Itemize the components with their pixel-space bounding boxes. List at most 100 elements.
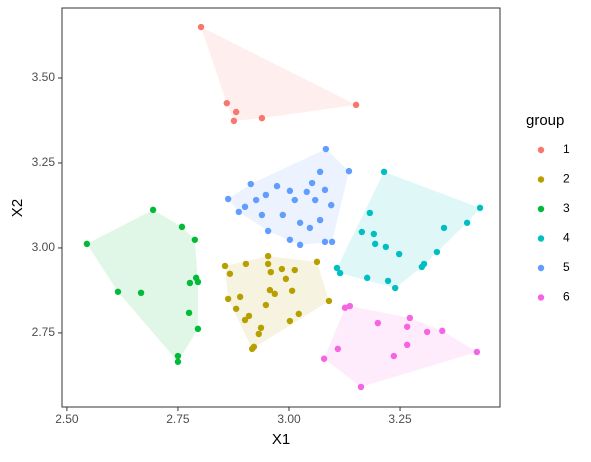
y-tick-label: 2.75	[32, 325, 56, 339]
legend-key	[537, 176, 545, 183]
point	[363, 274, 371, 282]
point	[282, 275, 290, 283]
legend-label: 3	[563, 201, 570, 215]
point	[321, 186, 329, 194]
point	[395, 250, 403, 258]
point	[439, 327, 446, 335]
point	[149, 206, 157, 214]
point	[264, 227, 272, 235]
legend-label: 1	[563, 142, 570, 156]
point	[370, 230, 378, 238]
x-tick-label: 3.25	[388, 412, 412, 426]
x-tick-label: 2.50	[55, 412, 79, 426]
group-hull	[336, 171, 481, 289]
point	[258, 114, 266, 122]
point	[262, 191, 270, 199]
point	[267, 268, 274, 276]
point	[255, 330, 262, 338]
legend-key	[537, 294, 545, 301]
group-hull	[86, 209, 198, 362]
group-hull	[201, 27, 357, 121]
point	[295, 310, 302, 318]
point	[328, 238, 336, 246]
point	[232, 305, 240, 312]
point	[418, 263, 426, 271]
point	[247, 180, 254, 188]
point	[286, 187, 294, 195]
point	[191, 236, 199, 243]
point	[321, 238, 329, 246]
point	[194, 278, 202, 286]
point	[232, 108, 240, 116]
x-tick-label: 3.00	[277, 412, 301, 426]
point	[226, 270, 234, 277]
point	[296, 241, 304, 249]
point	[357, 383, 365, 391]
point	[440, 224, 448, 232]
point	[264, 260, 272, 268]
point	[236, 293, 244, 301]
point	[221, 262, 229, 270]
point	[423, 328, 431, 336]
point	[322, 145, 330, 153]
point	[258, 211, 266, 219]
point	[313, 258, 321, 266]
legend-label: 4	[563, 231, 570, 245]
point	[391, 284, 399, 292]
point	[186, 279, 194, 287]
point	[303, 188, 310, 196]
legend-label: 2	[563, 172, 570, 186]
point	[341, 304, 349, 311]
point	[325, 297, 333, 305]
point	[333, 264, 341, 272]
x-axis-title: X1	[272, 431, 290, 448]
point	[473, 348, 481, 356]
point	[403, 323, 411, 330]
group-hull	[225, 256, 329, 349]
point	[194, 325, 202, 333]
legend-key	[537, 205, 545, 213]
point	[371, 240, 379, 248]
group-hull	[228, 149, 349, 245]
point	[316, 216, 324, 224]
point	[306, 224, 314, 232]
point	[137, 289, 145, 297]
point	[327, 201, 335, 209]
point	[224, 295, 232, 303]
point	[403, 341, 411, 349]
point	[380, 168, 388, 176]
legend-label: 5	[563, 260, 570, 274]
point	[286, 236, 294, 243]
point	[273, 182, 281, 190]
point	[278, 265, 286, 273]
point	[248, 345, 256, 353]
point	[384, 277, 392, 285]
point	[390, 352, 398, 360]
x-tick-label: 2.75	[166, 412, 190, 426]
legend-label: 6	[563, 290, 570, 304]
point	[345, 167, 353, 175]
point	[223, 99, 231, 107]
point	[257, 324, 265, 332]
point	[271, 290, 278, 298]
point	[174, 352, 182, 360]
point	[320, 355, 328, 362]
point	[374, 319, 382, 327]
point	[242, 260, 250, 268]
point	[178, 223, 186, 231]
y-tick-label: 3.00	[32, 240, 56, 254]
point	[291, 196, 298, 204]
legend-key	[537, 264, 545, 272]
plot-border	[61, 7, 501, 408]
y-tick-label: 3.25	[32, 155, 56, 169]
point	[433, 248, 441, 256]
point	[185, 309, 193, 317]
point	[336, 269, 344, 277]
point	[286, 317, 294, 325]
point	[235, 208, 242, 216]
point	[241, 203, 249, 211]
point	[346, 302, 354, 310]
point	[316, 168, 324, 176]
point	[83, 240, 91, 248]
